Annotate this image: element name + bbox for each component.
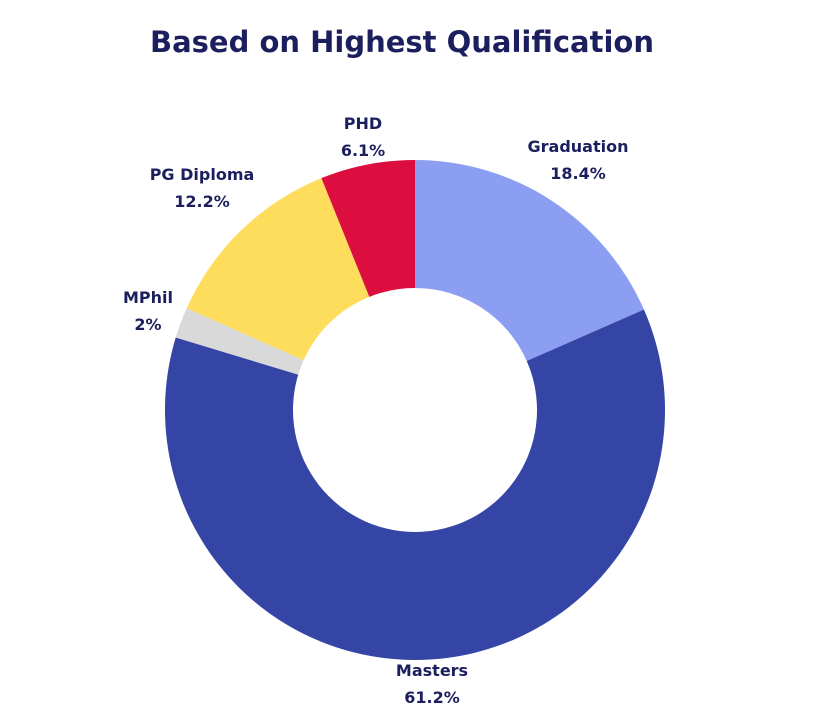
- slice-labels: Graduation 18.4% Masters 61.2% MPhil 2% PG Dip…: [123, 114, 629, 707]
- slice-label-graduation: Graduation: [528, 137, 629, 156]
- slice-pg-diploma: [186, 178, 370, 361]
- slice-masters: [164, 309, 665, 660]
- slice-value-graduation: 18.4%: [550, 164, 606, 183]
- slice-value-pg-diploma: 12.2%: [174, 192, 230, 211]
- slice-label-phd: PHD: [344, 114, 382, 133]
- slice-phd: [321, 160, 415, 297]
- chart-title: Based on Highest Qualification: [150, 25, 654, 59]
- slice-graduation: [415, 160, 644, 361]
- slice-label-mphil: MPhil: [123, 288, 173, 307]
- slice-value-phd: 6.1%: [341, 141, 385, 160]
- slice-label-masters: Masters: [396, 661, 468, 680]
- slice-value-mphil: 2%: [134, 315, 161, 334]
- slice-label-pg-diploma: PG Diploma: [150, 165, 255, 184]
- donut-slices: [164, 160, 665, 660]
- slice-value-masters: 61.2%: [404, 688, 460, 707]
- slice-mphil: [175, 308, 304, 375]
